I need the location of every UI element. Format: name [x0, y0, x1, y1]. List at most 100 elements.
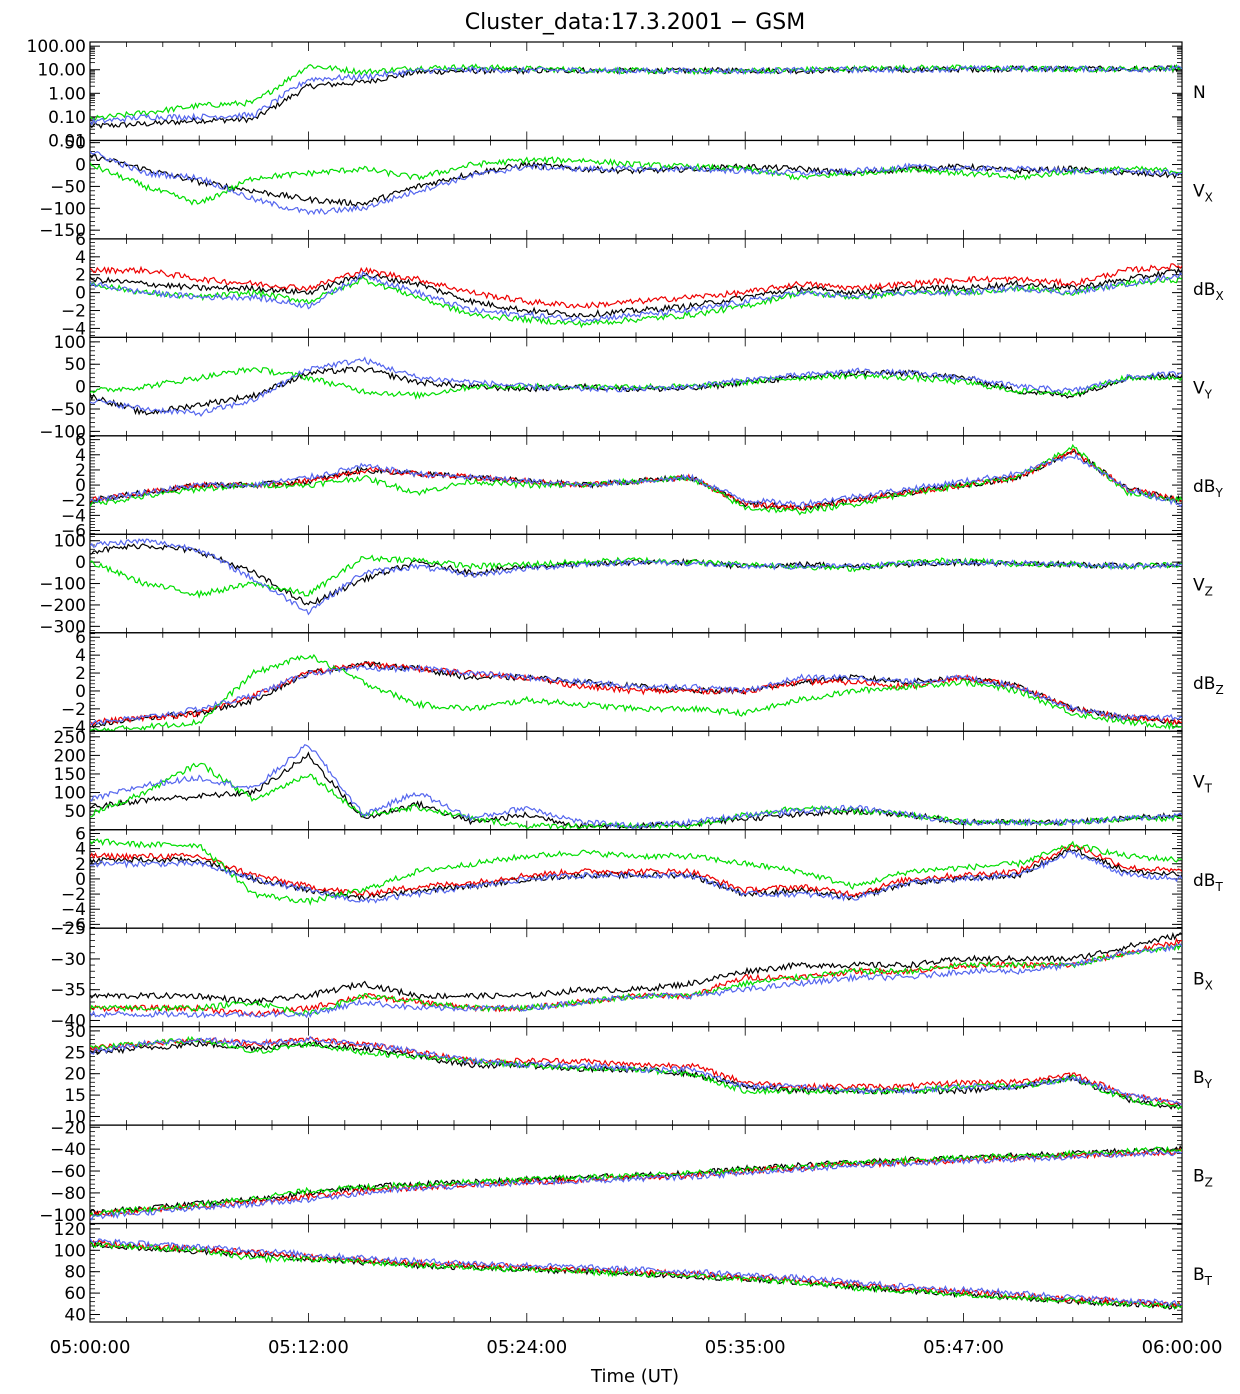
y-tick-label: 100 [54, 1241, 86, 1261]
y-tick-label: −300 [39, 617, 86, 637]
panel-label-vz: VZ [1193, 576, 1213, 599]
series-line [90, 838, 1182, 906]
y-tick-label: 0 [75, 682, 86, 702]
y-tick-label: 20 [64, 1065, 86, 1085]
y-tick-label: 15 [64, 1086, 86, 1106]
y-tick-label: 100 [54, 333, 86, 353]
panel-frame [89, 41, 1183, 142]
panel-label-dbz: dBZ [1193, 674, 1224, 697]
series-line [90, 1241, 1182, 1310]
y-tick-label: −100 [39, 199, 86, 219]
panel-bx: −25 −30 −35 −40 BX [50, 919, 1213, 1031]
y-tick-label: 150 [54, 765, 86, 785]
y-tick-label: 50 [64, 134, 86, 154]
series-line [90, 1035, 1182, 1111]
x-tick-label: 05:35:00 [705, 1337, 786, 1358]
x-axis-title: Time (UT) [590, 1366, 679, 1387]
y-tick-label: −80 [50, 1184, 86, 1204]
y-tick-label: −100 [39, 1206, 86, 1226]
series-line [90, 538, 1182, 616]
panel-label-vx: VX [1193, 182, 1213, 205]
y-tick-label: −100 [39, 575, 86, 595]
series-line [90, 554, 1182, 599]
chart-title: Cluster_data:17.3.2001 − GSM [465, 10, 805, 35]
panel-label-vy: VY [1193, 379, 1213, 402]
panel-label-bx: BX [1193, 969, 1213, 992]
y-tick-label: 4 [75, 248, 86, 268]
series-line [90, 543, 1182, 606]
y-tick-label: −100 [39, 422, 86, 442]
x-tick-label: 05:12:00 [268, 1337, 349, 1358]
y-tick-label: 250 [54, 728, 86, 748]
y-tick-label: 6 [75, 824, 86, 844]
series-line [90, 64, 1182, 129]
x-tick-label: 06:00:00 [1142, 1337, 1223, 1358]
y-tick-label: 0 [75, 284, 86, 304]
y-tick-label: −20 [50, 1118, 86, 1138]
panel-bz: −20−40−60−80−100 BZ [39, 1118, 1213, 1226]
x-tick-label: 05:00:00 [50, 1337, 131, 1358]
y-tick-label: −30 [50, 950, 86, 970]
series-line [90, 1145, 1182, 1218]
series-line [90, 743, 1182, 830]
panel-vx: 500−50−100−150 VX [39, 134, 1213, 242]
y-tick-label: 2 [75, 461, 86, 481]
y-tick-label: −40 [50, 1011, 86, 1031]
series-line [90, 937, 1182, 1017]
y-tick-label: −40 [50, 1140, 86, 1160]
y-tick-label: −200 [39, 596, 86, 616]
panels-group: 0.010.101.0010.00100.00N500−50−100−150VX… [27, 37, 1224, 1325]
y-tick-label: 0 [75, 553, 86, 573]
y-tick-label: −50 [50, 400, 86, 420]
y-tick-label: 1.00 [48, 84, 86, 104]
y-tick-label: −35 [50, 981, 86, 1001]
y-tick-label: 2 [75, 266, 86, 286]
series-line [90, 276, 1182, 329]
panel-label-n: N [1193, 83, 1206, 103]
series-line [90, 1149, 1182, 1221]
x-tick-label: 05:47:00 [923, 1337, 1004, 1358]
y-tick-label: 0 [75, 378, 86, 398]
series-line [90, 1238, 1182, 1307]
series-line [90, 270, 1182, 323]
series-line [90, 931, 1182, 1006]
y-tick-label: −6 [61, 915, 86, 935]
panel-label-vt: VT [1193, 772, 1213, 795]
series-line [90, 850, 1182, 904]
y-tick-label: 100.00 [27, 37, 86, 57]
panel-frame [89, 632, 1183, 732]
y-tick-label: −4 [61, 319, 86, 339]
series-line [90, 267, 1182, 319]
y-tick-label: −2 [61, 885, 86, 905]
y-tick-label: 0 [75, 476, 86, 496]
panel-label-by: BY [1193, 1068, 1213, 1091]
y-tick-label: 200 [54, 746, 86, 766]
y-tick-label: −50 [50, 177, 86, 197]
panel-n: 0.01 0.10 1.00 10.00 100.00 N [27, 37, 1206, 151]
series-line [90, 943, 1182, 1019]
series-line [90, 664, 1182, 726]
panel-frame [89, 730, 1183, 831]
series-line [90, 1035, 1182, 1105]
series-line [90, 151, 1182, 216]
y-tick-label: −6 [61, 522, 86, 542]
y-tick-label: 0 [75, 156, 86, 176]
panel-label-dby: dBY [1193, 477, 1223, 500]
y-tick-label: 4 [75, 446, 86, 466]
y-tick-label: 6 [75, 230, 86, 250]
y-tick-label: −150 [39, 221, 86, 241]
series-line [90, 843, 1182, 898]
y-tick-label: −60 [50, 1162, 86, 1182]
y-tick-label: 30 [64, 1022, 86, 1042]
y-tick-label: −2 [61, 302, 86, 322]
y-tick-label: 4 [75, 646, 86, 666]
x-tick-label: 05:24:00 [486, 1337, 567, 1358]
series-line [90, 263, 1182, 309]
